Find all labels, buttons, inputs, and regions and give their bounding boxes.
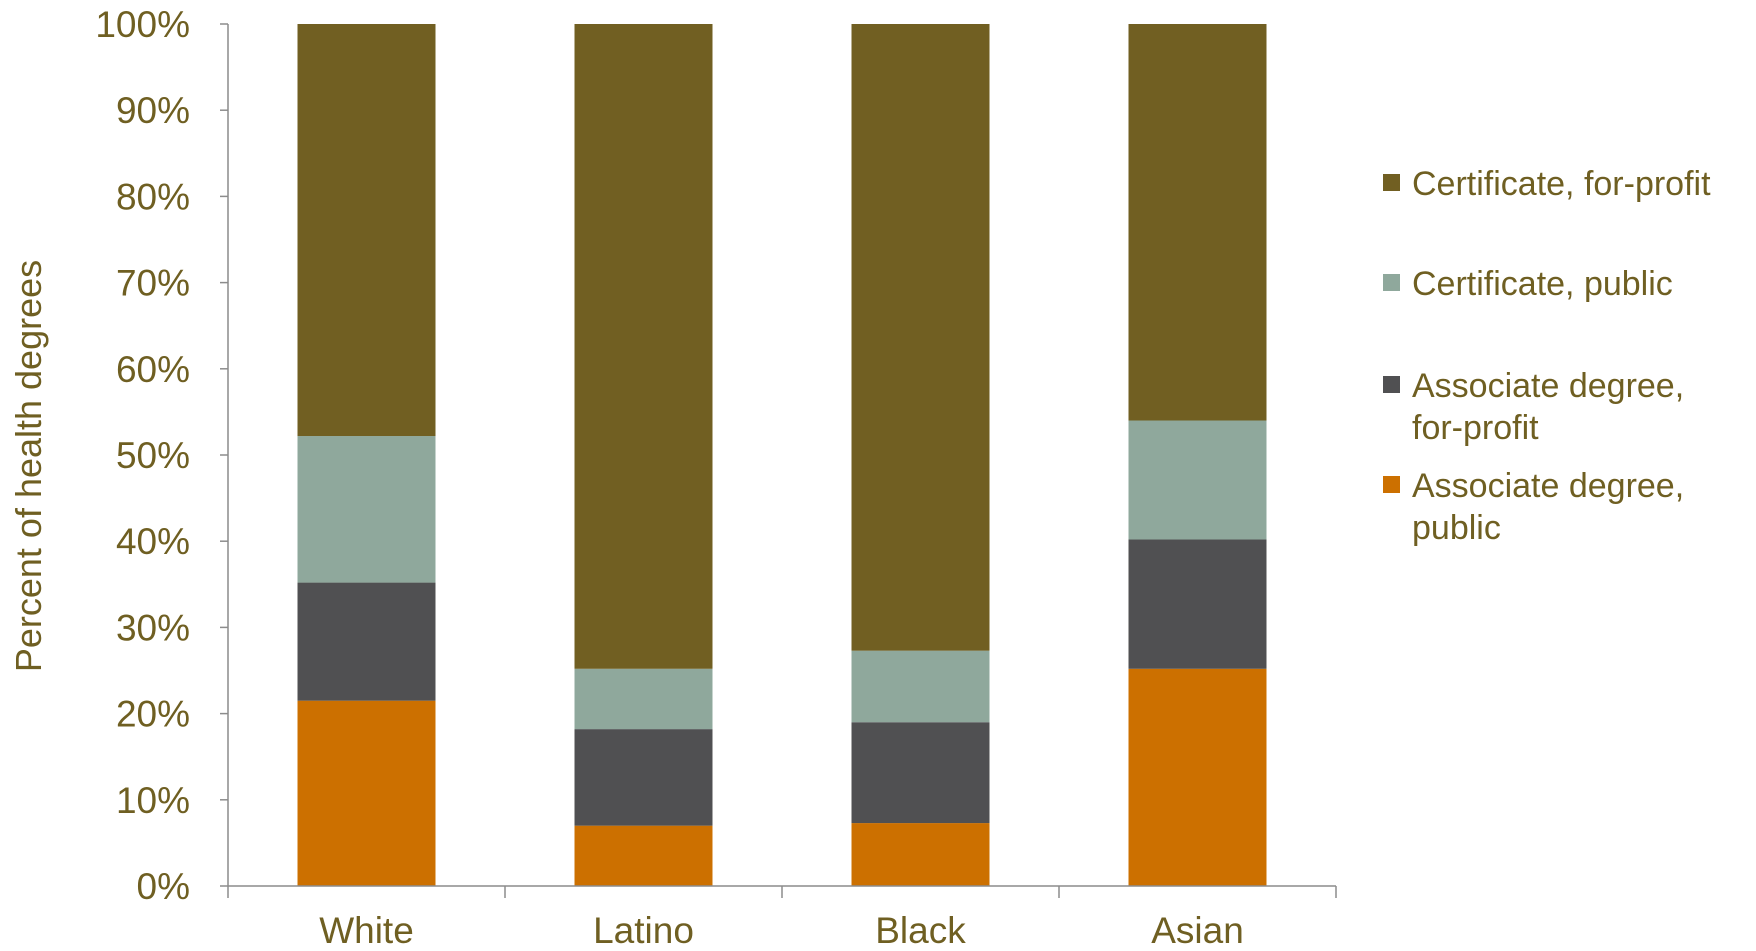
y-axis-title-group: Percent of health degrees	[8, 260, 49, 672]
bar-segment	[574, 729, 713, 826]
legend-swatch	[1383, 476, 1400, 493]
legend-label: Associate degree,	[1412, 367, 1684, 405]
y-tick-label: 90%	[116, 90, 190, 131]
bar-segment	[1128, 420, 1267, 540]
bar-segment	[574, 825, 713, 886]
legend: Certificate, for-profit Certificate, publ…	[1383, 165, 1711, 547]
bar-segment	[297, 436, 436, 583]
bar-segment	[297, 24, 436, 437]
bars-group	[297, 24, 1267, 886]
x-axis: White Latino Black Asian	[227, 885, 1337, 951]
legend-swatch	[1383, 376, 1400, 393]
y-tick-label: 0%	[137, 866, 190, 907]
y-tick-label: 50%	[116, 435, 190, 476]
y-axis: 0% 10% 20% 30% 40% 50% 60% 70% 80% 90% 100%	[95, 4, 229, 907]
legend-label: Certificate, public	[1412, 265, 1673, 303]
bar-segment	[574, 24, 713, 669]
y-tick-label: 20%	[116, 694, 190, 735]
legend-swatch	[1383, 174, 1400, 191]
bar-segment	[297, 582, 436, 701]
x-category-label: Latino	[593, 910, 694, 951]
legend-swatch	[1383, 274, 1400, 291]
y-tick-label: 70%	[116, 263, 190, 304]
bar-segment	[297, 700, 436, 886]
legend-label: public	[1412, 509, 1501, 547]
bar-segment	[1128, 539, 1267, 669]
bar-segment	[851, 650, 990, 723]
y-axis-title: Percent of health degrees	[8, 260, 49, 672]
x-category-label: Black	[875, 910, 966, 951]
legend-label: Certificate, for-profit	[1412, 165, 1711, 203]
bar-segment	[574, 668, 713, 730]
bar-segment	[851, 823, 990, 886]
legend-label: for-profit	[1412, 409, 1539, 447]
legend-label: Associate degree,	[1412, 467, 1684, 505]
y-tick-label: 80%	[116, 176, 190, 217]
y-tick-label: 30%	[116, 607, 190, 648]
bar-segment	[1128, 668, 1267, 886]
y-tick-label: 40%	[116, 521, 190, 562]
bar-segment	[1128, 24, 1267, 421]
y-tick-label: 60%	[116, 349, 190, 390]
bar-segment	[851, 24, 990, 651]
x-category-label: White	[319, 910, 414, 951]
y-tick-label: 10%	[116, 780, 190, 821]
bar-segment	[851, 722, 990, 824]
x-category-label: Asian	[1151, 910, 1244, 951]
y-tick-label: 100%	[95, 4, 190, 45]
